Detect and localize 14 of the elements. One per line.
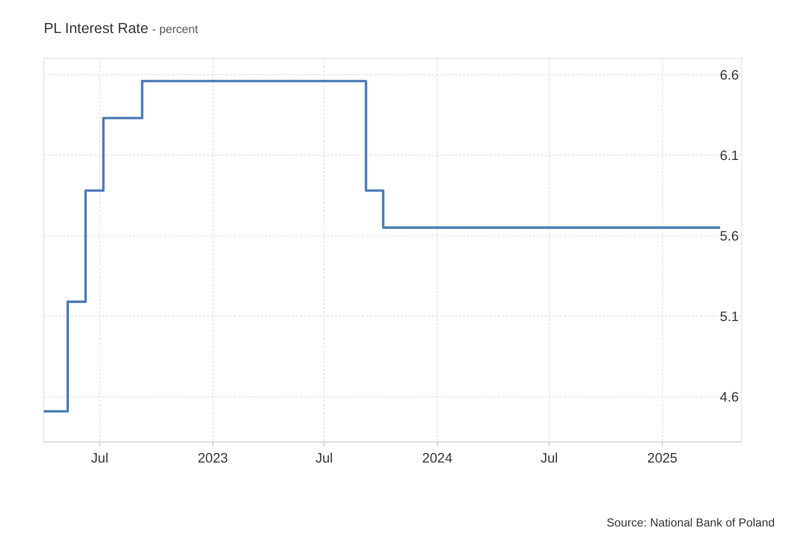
y-tick-label: 5.6 (720, 228, 739, 244)
chart-subtitle: - percent (152, 23, 199, 36)
x-tick-label: 2023 (198, 450, 228, 466)
y-tick-label: 4.6 (720, 390, 739, 405)
x-tick-label: Jul (315, 450, 333, 466)
y-tick-label: 6.6 (720, 67, 739, 82)
x-tick-label: Jul (540, 450, 558, 466)
y-tick-label: 6.1 (720, 148, 739, 163)
y-tick-label: 5.1 (720, 309, 739, 324)
source-note: Source: National Bank of Poland (606, 516, 775, 530)
x-tick-label: 2024 (422, 450, 453, 466)
x-tick-label: 2025 (647, 450, 678, 466)
x-tick-label: Jul (91, 450, 108, 466)
chart-title: PL Interest Rate (44, 21, 148, 38)
